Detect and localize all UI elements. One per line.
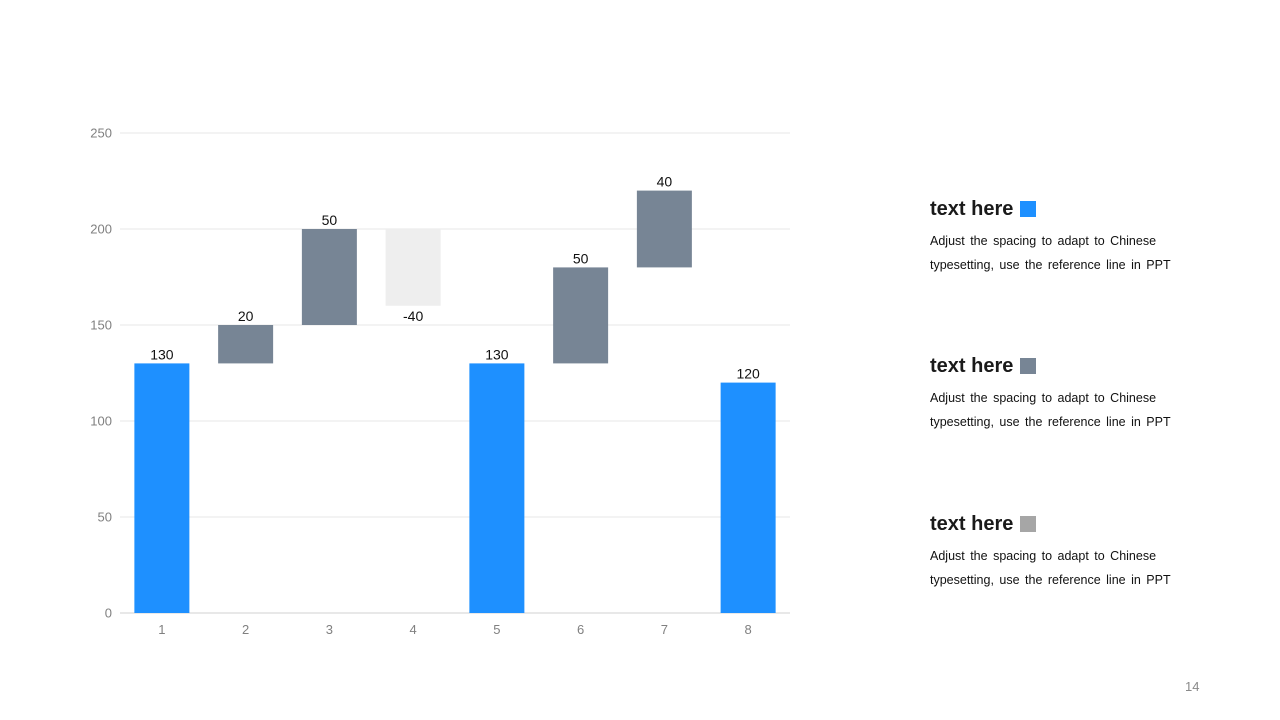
bar-decrease bbox=[385, 229, 441, 306]
bar-layer bbox=[134, 190, 776, 613]
data-label: 50 bbox=[573, 250, 589, 266]
legend-description: Adjust the spacing to adapt to Chinese t… bbox=[930, 386, 1180, 434]
x-tick-label: 1 bbox=[158, 622, 165, 637]
data-label: 130 bbox=[150, 346, 174, 362]
legend-description-line: Adjust the spacing to adapt to Chinese bbox=[930, 234, 1157, 248]
legend-description: Adjust the spacing to adapt to Chinese t… bbox=[930, 229, 1180, 277]
data-label: 40 bbox=[657, 174, 673, 190]
y-tick-label: 200 bbox=[90, 222, 112, 237]
y-tick-label: 100 bbox=[90, 414, 112, 429]
legend-item-total: text here Adjust the spacing to adapt to… bbox=[930, 195, 1230, 277]
y-tick-label: 50 bbox=[98, 510, 112, 525]
data-label: 20 bbox=[238, 308, 254, 324]
x-tick-label: 8 bbox=[745, 622, 752, 637]
bar-total bbox=[134, 363, 190, 613]
y-tick-label: 0 bbox=[105, 606, 112, 621]
legend-swatch bbox=[1020, 358, 1037, 374]
data-label: 130 bbox=[485, 346, 509, 362]
bar-increase bbox=[218, 325, 274, 364]
data-label: 50 bbox=[322, 212, 338, 228]
legend-description-line: typesetting, use the reference line in P… bbox=[930, 258, 1171, 272]
x-tick-label: 3 bbox=[326, 622, 333, 637]
x-tick-label: 2 bbox=[242, 622, 249, 637]
legend-title: text here bbox=[930, 197, 1014, 220]
bar-increase bbox=[301, 229, 357, 325]
bar-total bbox=[720, 382, 776, 613]
bar-increase bbox=[636, 190, 692, 268]
x-tick-label: 4 bbox=[410, 622, 417, 637]
legend-item-increase: text here Adjust the spacing to adapt to… bbox=[930, 352, 1230, 434]
x-tick-label: 5 bbox=[493, 622, 500, 637]
legend-title: text here bbox=[930, 512, 1014, 535]
y-tick-label: 250 bbox=[90, 126, 112, 141]
legend-item-decrease: text here Adjust the spacing to adapt to… bbox=[930, 510, 1230, 592]
data-label-layer: 130 20 50 -40 130 50 40 120 bbox=[150, 174, 760, 382]
page-number: 14 bbox=[1185, 679, 1200, 694]
x-tick-layer: 1 2 3 4 5 6 7 8 bbox=[158, 622, 751, 637]
bar-increase bbox=[553, 267, 609, 364]
waterfall-chart: 0 50 100 150 200 250 130 20 50 -40 130 50 40 120 1 2 3… bbox=[90, 126, 790, 637]
legend-description-line: typesetting, use the reference line in P… bbox=[930, 415, 1171, 429]
legend-description-line: typesetting, use the reference line in P… bbox=[930, 573, 1171, 587]
legend-description-line: Adjust the spacing to adapt to Chinese bbox=[930, 391, 1157, 405]
legend-title: text here bbox=[930, 354, 1014, 377]
data-label: -40 bbox=[403, 308, 423, 324]
data-label: 120 bbox=[736, 366, 760, 382]
legend-swatch bbox=[1020, 516, 1037, 532]
legend-description-line: Adjust the spacing to adapt to Chinese bbox=[930, 549, 1157, 563]
x-tick-label: 7 bbox=[661, 622, 668, 637]
legend-swatch bbox=[1020, 201, 1037, 217]
y-tick-layer: 0 50 100 150 200 250 bbox=[90, 126, 112, 621]
legend-description: Adjust the spacing to adapt to Chinese t… bbox=[930, 544, 1180, 592]
bar-total bbox=[469, 363, 525, 613]
y-tick-label: 150 bbox=[90, 318, 112, 333]
x-tick-label: 6 bbox=[577, 622, 584, 637]
